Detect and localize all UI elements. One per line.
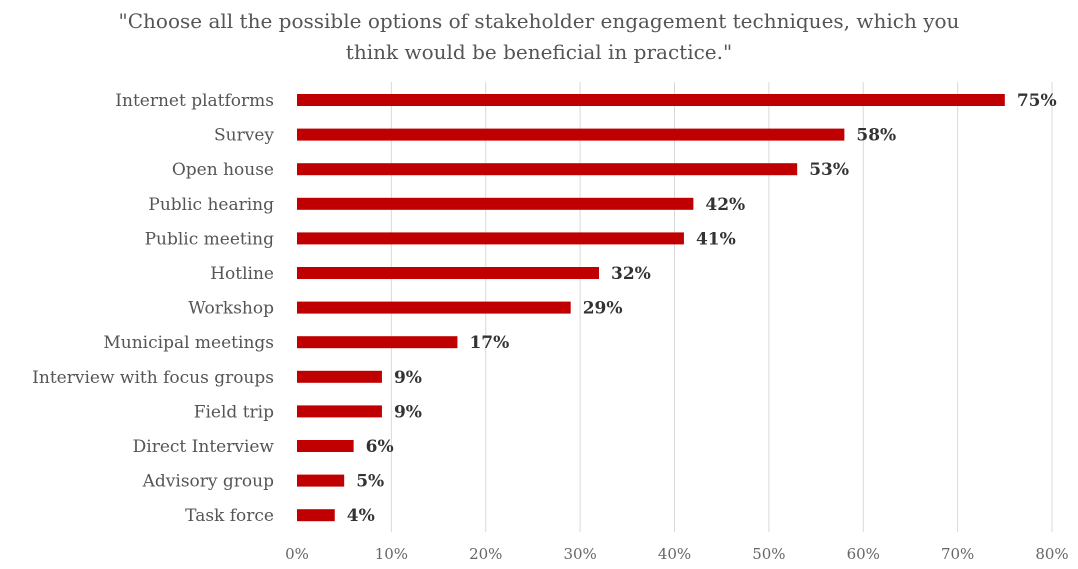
x-tick-label: 60%: [847, 545, 880, 563]
category-label: Task force: [185, 506, 274, 526]
bar: [297, 267, 599, 279]
bar: [297, 301, 571, 314]
data-label: 42%: [705, 195, 745, 215]
data-label: 9%: [394, 368, 422, 388]
x-tick-label: 80%: [1035, 545, 1068, 563]
bar: [297, 197, 694, 210]
x-tick-label: 20%: [469, 545, 502, 563]
category-label: Direct Interview: [133, 437, 275, 457]
x-tick-label: 30%: [563, 545, 596, 563]
category-label: Hotline: [210, 264, 274, 284]
data-label: 17%: [469, 333, 509, 353]
x-tick-label: 70%: [941, 545, 974, 563]
x-tick-label: 0%: [285, 545, 309, 563]
chart-title-line-1: "Choose all the possible options of stak…: [118, 9, 960, 33]
bar: [297, 163, 798, 176]
chart-title-line-2: think would be beneficial in practice.": [345, 40, 733, 64]
data-label: 6%: [366, 437, 394, 457]
category-label: Municipal meetings: [103, 333, 274, 353]
data-label: 9%: [394, 402, 422, 422]
x-tick-label: 10%: [375, 545, 408, 563]
bar: [297, 474, 345, 487]
category-label: Public hearing: [148, 195, 274, 215]
x-tick-label: 50%: [752, 545, 785, 563]
chart-title: "Choose all the possible options of stak…: [0, 6, 1078, 68]
bar: [297, 440, 354, 452]
category-label: Advisory group: [142, 472, 274, 492]
data-label: 32%: [611, 264, 651, 284]
data-label: 53%: [809, 160, 849, 180]
data-label: 41%: [696, 229, 736, 249]
bar: [297, 232, 684, 245]
bar: [297, 370, 382, 383]
data-label: 75%: [1017, 91, 1057, 111]
data-label: 58%: [856, 126, 896, 146]
x-tick-labels: 0% 10% 20% 30% 40% 50% 60% 70% 80%: [285, 545, 1069, 563]
data-label: 29%: [583, 299, 623, 319]
category-label: Open house: [172, 160, 274, 180]
category-label: Interview with focus groups: [32, 368, 274, 388]
category-label: Field trip: [194, 402, 274, 422]
x-tick-label: 40%: [658, 545, 691, 563]
bar: [297, 336, 458, 349]
bar: [297, 94, 1005, 106]
bar: [297, 405, 382, 418]
data-labels: 75%58%53%42%41%32%29%17%9%9%6%5%4%: [347, 91, 1057, 526]
category-label: Internet platforms: [115, 91, 274, 111]
category-label: Workshop: [188, 299, 274, 319]
category-label: Public meeting: [145, 229, 275, 249]
category-labels: Internet platforms Survey Open house Public…: [32, 91, 274, 526]
category-label: Survey: [214, 126, 274, 146]
bar: [297, 128, 845, 141]
bar: [297, 509, 335, 522]
gridlines: [390, 82, 1053, 532]
bars: [297, 94, 1005, 522]
data-label: 4%: [347, 506, 375, 526]
data-label: 5%: [356, 472, 384, 492]
